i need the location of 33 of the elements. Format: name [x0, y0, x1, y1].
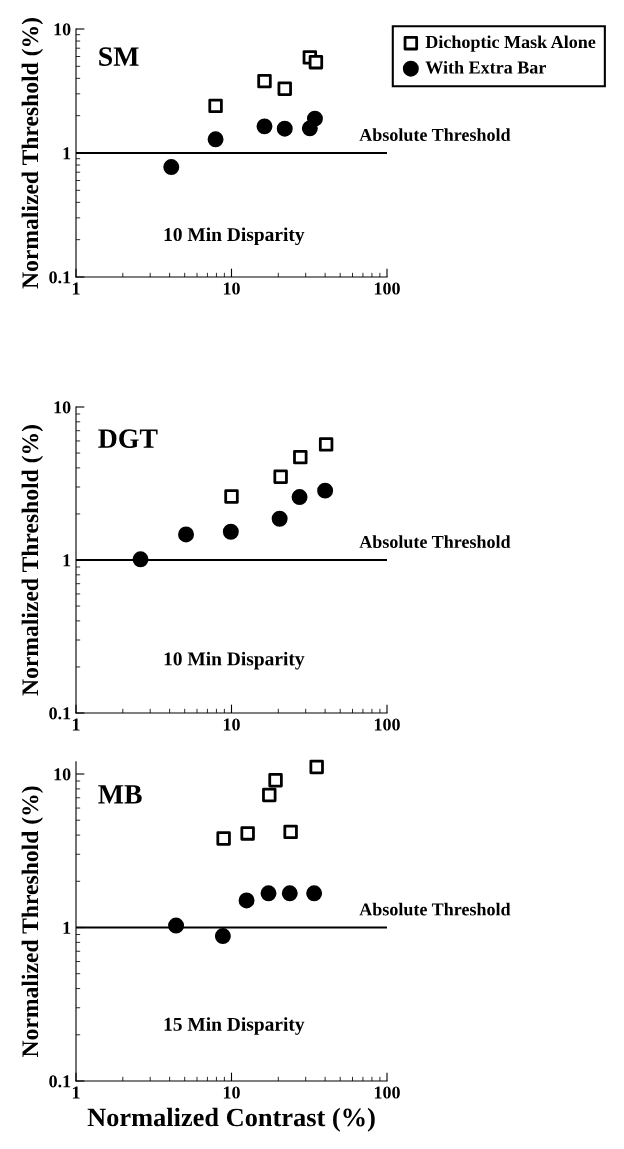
- x-tick-label: 1: [72, 1086, 80, 1099]
- x-tick-label: 10: [223, 1086, 240, 1099]
- annotation: 15 Min Disparity: [164, 1017, 305, 1035]
- x-tick-label: 100: [374, 718, 400, 731]
- x-tick-label: 1: [72, 282, 80, 295]
- y-axis-title: Normalized Threshold (%): [21, 18, 44, 289]
- legend-label: Dichoptic Mask Alone: [425, 35, 596, 52]
- annotation: MB: [98, 785, 142, 804]
- y-tick-label: 1: [63, 921, 71, 934]
- y-tick-label: 0.1: [49, 1075, 71, 1088]
- y-tick-label: 0.1: [49, 707, 71, 720]
- y-tick-label: 1: [63, 147, 71, 160]
- annotation: DGT: [98, 429, 158, 448]
- x-tick-label: 100: [374, 1086, 400, 1099]
- y-tick-label: 10: [54, 401, 71, 414]
- x-tick-label: 10: [223, 282, 240, 295]
- annotation: 10 Min Disparity: [164, 651, 305, 670]
- annotation: 10 Min Disparity: [164, 227, 305, 246]
- y-axis-title: Normalized Threshold (%): [21, 425, 44, 696]
- annotation: SM: [99, 47, 139, 66]
- y-tick-label: 10: [54, 768, 71, 781]
- ref-line-label: Absolute Threshold: [359, 128, 511, 142]
- y-axis-title: Normalized Threshold (%): [21, 786, 44, 1057]
- ref-line-label: Absolute Threshold: [359, 902, 511, 916]
- y-tick-label: 1: [63, 554, 71, 567]
- legend-label: With Extra Bar: [425, 60, 546, 74]
- ref-line-label: Absolute Threshold: [359, 535, 511, 549]
- x-tick-label: 10: [223, 718, 240, 731]
- x-axis-title: Normalized Contrast (%): [87, 1107, 375, 1132]
- y-tick-label: 0.1: [49, 271, 71, 284]
- x-tick-label: 1: [72, 718, 80, 731]
- y-tick-label: 10: [54, 23, 71, 36]
- x-tick-label: 100: [374, 282, 400, 295]
